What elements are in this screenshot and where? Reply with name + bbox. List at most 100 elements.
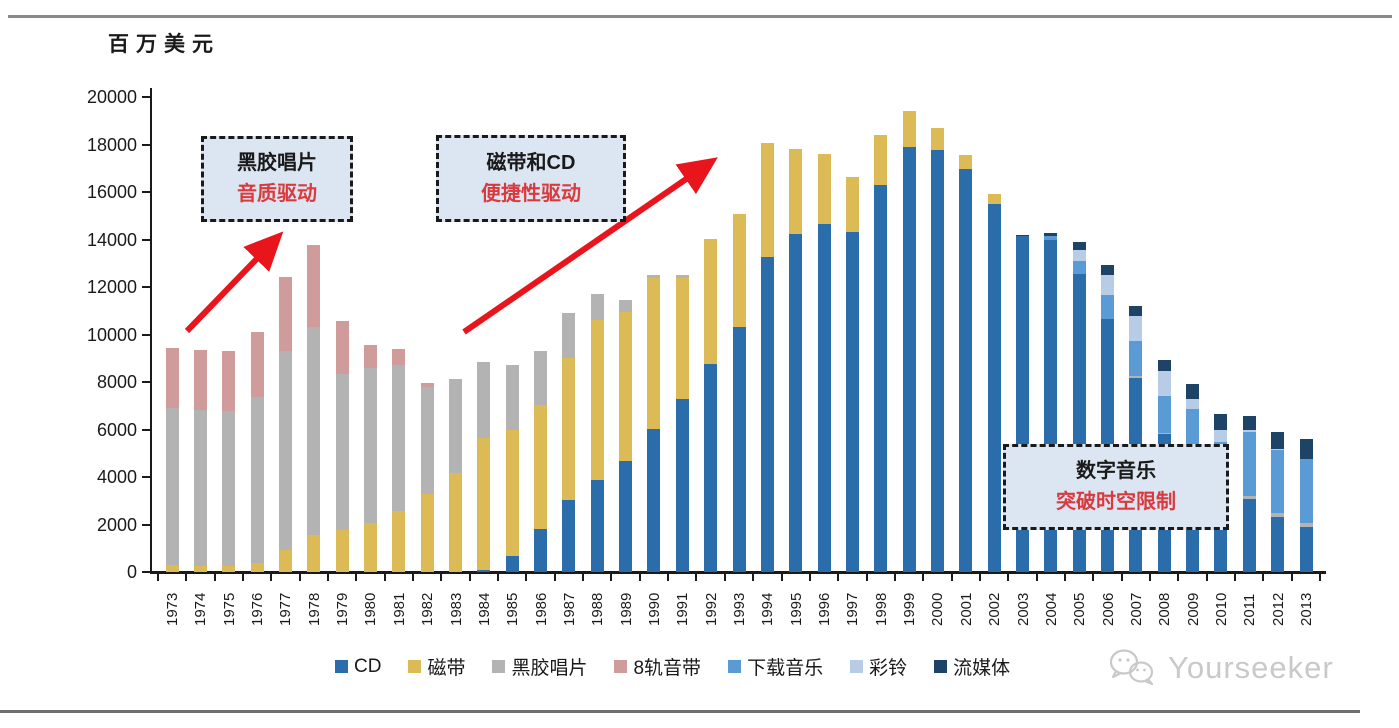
bar-segment-1980-磁带 (363, 523, 377, 572)
bar-segment-1974-黑胶唱片 (193, 410, 207, 566)
bar-segment-1973-黑胶唱片 (165, 408, 179, 565)
y-tick-label: 14000 (86, 229, 137, 250)
bar-segment-2002-磁带 (987, 193, 1001, 205)
y-tick-label: 0 (126, 562, 137, 582)
callout-digital-subtitle: 突破时空限制 (1056, 491, 1176, 513)
bar-segment-1986-磁带 (534, 405, 548, 530)
watermark-text: Yourseeker (1168, 650, 1334, 685)
callout-vinyl-subtitle: 音质驱动 (237, 183, 317, 205)
legend-label-流媒体: 流媒体 (953, 658, 1011, 679)
legend-swatch-8轨音带 (614, 660, 628, 673)
bar-segment-1981-8轨音带 (392, 348, 406, 366)
x-tick (1120, 574, 1123, 581)
bar-segment-1975-8轨音带 (222, 351, 236, 411)
x-tick-label-1987: 1987 (560, 592, 578, 626)
bar-segment-2012-下载音乐 (1271, 450, 1285, 514)
bar-segment-1980-8轨音带 (363, 345, 377, 368)
legend-label-彩铃: 彩铃 (869, 658, 908, 679)
legend-item-流媒体: 流媒体 (934, 653, 1010, 680)
x-tick-label-1992: 1992 (702, 592, 720, 626)
y-tick (142, 286, 150, 288)
bar-segment-1975-黑胶唱片 (222, 410, 236, 566)
bar-segment-2008-黑胶唱片 (1157, 432, 1171, 435)
x-tick-label-2011: 2011 (1241, 593, 1259, 626)
legend-item-8轨音带: 8轨音带 (614, 653, 701, 680)
x-tick (1234, 574, 1237, 581)
bar-segment-1990-磁带 (647, 278, 661, 429)
x-tick (411, 574, 414, 581)
callout-digital-title: 数字音乐 (1076, 460, 1156, 482)
callout-cassette-cd-subtitle: 便捷性驱动 (481, 182, 581, 205)
x-tick (525, 574, 528, 581)
x-tick (553, 574, 556, 581)
y-tick (142, 381, 150, 383)
x-tick-label-2003: 2003 (1014, 592, 1032, 626)
y-tick-label: 6000 (96, 419, 137, 440)
x-tick-label-2013: 2013 (1298, 592, 1315, 626)
bar-segment-2005-彩铃 (1072, 249, 1086, 261)
bar-segment-1981-磁带 (392, 510, 406, 572)
bar-segment-2005-下载音乐 (1072, 260, 1086, 274)
bar-segment-1974-磁带 (193, 565, 207, 572)
x-tick (326, 574, 329, 581)
legend-swatch-磁带 (408, 660, 422, 673)
bar-segment-1989-CD (619, 461, 633, 572)
bar-segment-1993-磁带 (732, 213, 746, 327)
bar-segment-1990-黑胶唱片 (647, 275, 661, 279)
bar-segment-1987-磁带 (562, 358, 576, 501)
bar-segment-1979-8轨音带 (335, 321, 349, 374)
bar-segment-2000-磁带 (930, 128, 944, 151)
y-tick-label: 20000 (86, 87, 137, 107)
legend-item-磁带: 磁带 (408, 653, 465, 680)
x-tick (213, 574, 216, 581)
bar-segment-1990-CD (647, 428, 661, 572)
x-tick (1149, 574, 1152, 581)
legend-item-CD: CD (335, 656, 381, 678)
bar-segment-2012-CD (1271, 516, 1285, 572)
y-tick (142, 191, 150, 193)
x-tick (440, 574, 443, 581)
bar-segment-2002-CD (987, 204, 1001, 572)
bar-segment-1994-CD (760, 257, 774, 572)
bar-segment-1995-CD (789, 233, 803, 572)
x-tick-label-1990: 1990 (645, 592, 663, 626)
bar-segment-2008-彩铃 (1157, 371, 1171, 397)
x-tick-label-1973: 1973 (164, 592, 181, 626)
bar-segment-1982-磁带 (420, 493, 434, 572)
bar-segment-1984-黑胶唱片 (477, 362, 491, 438)
legend-swatch-黑胶唱片 (492, 660, 506, 673)
bar-segment-1982-黑胶唱片 (420, 387, 434, 494)
x-tick (1319, 574, 1322, 581)
legend-item-下载音乐: 下载音乐 (728, 653, 823, 680)
bar-segment-1989-黑胶唱片 (619, 300, 633, 312)
y-tick (142, 238, 150, 241)
x-tick (270, 574, 273, 581)
x-tick (978, 574, 981, 581)
x-tick (893, 574, 896, 581)
x-tick (950, 574, 953, 581)
bar-segment-2007-下载音乐 (1129, 340, 1143, 377)
bar-segment-2011-流媒体 (1242, 415, 1256, 431)
x-tick (468, 574, 471, 581)
bar-segment-1992-磁带 (704, 238, 718, 365)
bar-segment-1996-磁带 (817, 153, 831, 224)
x-tick (156, 574, 159, 581)
bottom-divider (0, 710, 1360, 713)
x-tick (1262, 574, 1265, 581)
bar-segment-1998-CD (874, 184, 888, 572)
x-tick-label-2012: 2012 (1269, 592, 1287, 626)
bar-segment-1983-磁带 (449, 472, 462, 572)
x-tick (1205, 574, 1208, 581)
x-tick (355, 574, 358, 581)
x-tick-label-1994: 1994 (759, 592, 777, 626)
bar-segment-1996-CD (817, 223, 831, 572)
y-tick (142, 428, 150, 431)
x-tick-label-2008: 2008 (1156, 592, 1174, 626)
x-tick-label-2007: 2007 (1127, 592, 1145, 626)
x-tick-label-1993: 1993 (731, 592, 748, 626)
bar-segment-1976-磁带 (250, 563, 264, 572)
bar-segment-1993-CD (732, 326, 746, 572)
x-tick (1092, 574, 1095, 581)
bar-segment-1978-黑胶唱片 (307, 327, 321, 535)
